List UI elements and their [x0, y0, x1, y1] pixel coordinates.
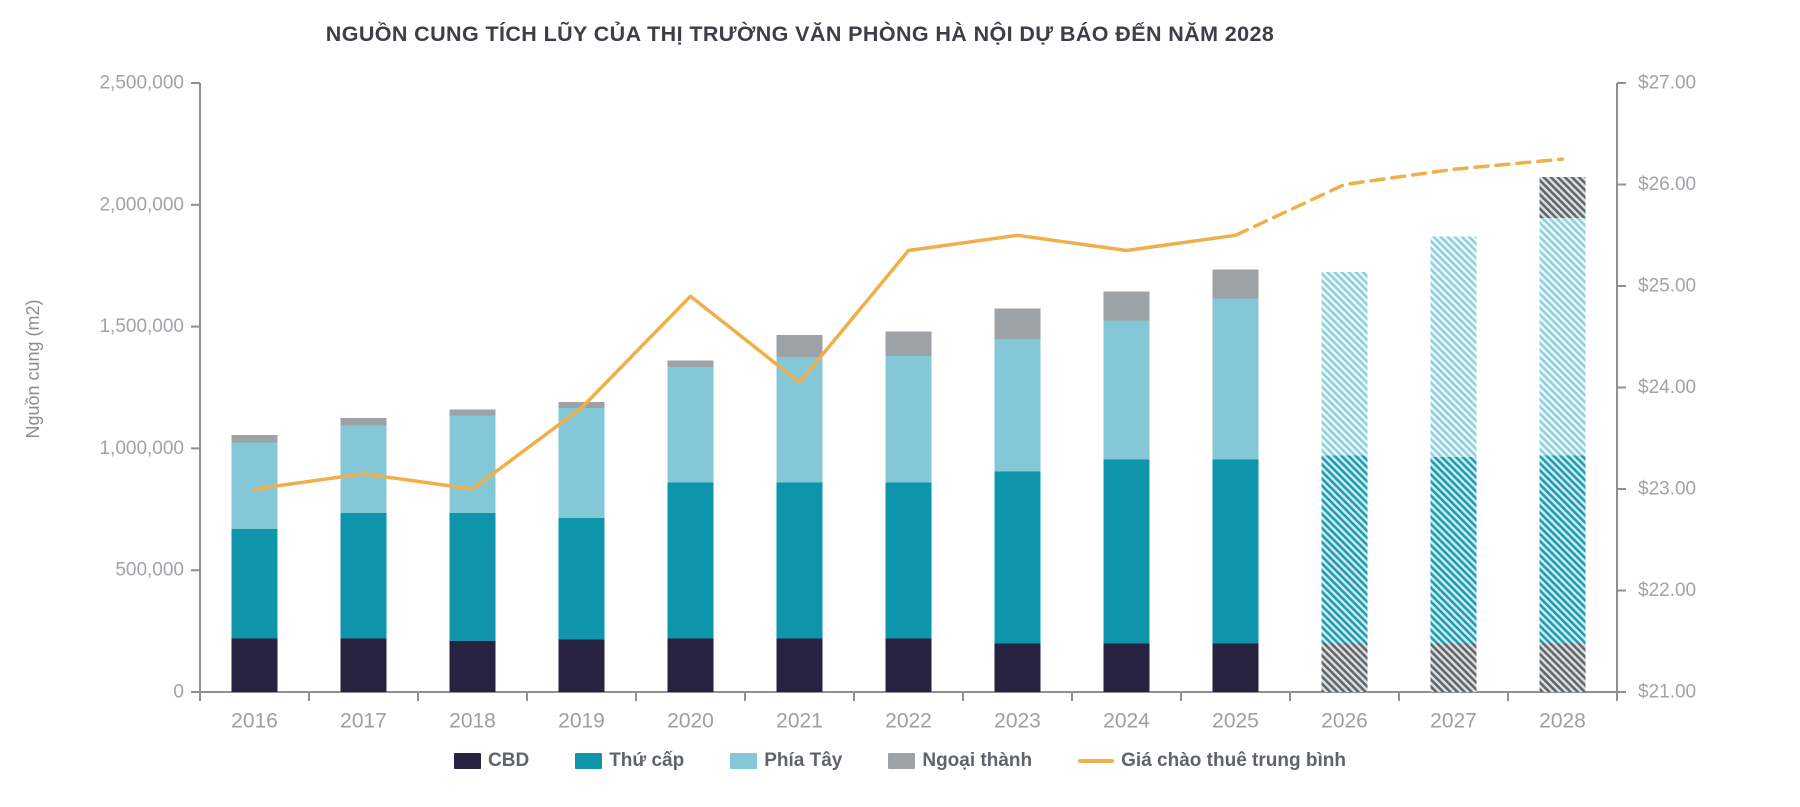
left-axis-tick-label: 2,500,000	[99, 73, 184, 94]
bar-2024-ngoai_thanh	[1103, 291, 1150, 321]
right-axis-tick-label: $21.00	[1638, 682, 1696, 703]
left-axis-tick-label: 0	[173, 682, 184, 703]
bar-2016-ngoai_thanh	[231, 435, 278, 443]
legend-item-cbd: CBD	[454, 750, 529, 772]
right-axis-tick-label: $25.00	[1638, 276, 1696, 297]
bar-2016-cbd	[231, 638, 278, 692]
bar-2018-ngoai_thanh	[449, 409, 496, 416]
legend-label: Ngoại thành	[922, 750, 1033, 771]
legend-label: Phía Tây	[764, 750, 843, 771]
right-axis-tick-label: $22.00	[1638, 580, 1696, 601]
bar-2016-thu_cap	[231, 528, 278, 639]
x-axis-year-label: 2016	[231, 710, 278, 733]
bar-2021-thu_cap	[776, 482, 823, 639]
bar-2026-cbd	[1321, 643, 1368, 692]
legend-line-swatch	[1078, 759, 1115, 763]
bar-2018-phia_tay	[449, 415, 496, 513]
bar-2028-phia_tay	[1539, 218, 1586, 456]
legend-swatch-thu_cap	[575, 753, 603, 769]
bar-2024-phia_tay	[1103, 320, 1150, 460]
rent-line-actual	[252, 233, 1238, 491]
x-axis-year-label: 2024	[1103, 710, 1150, 733]
legend-swatch-ngoai_thanh	[888, 753, 916, 769]
right-axis-tick-label: $27.00	[1638, 73, 1696, 94]
bar-2017-cbd	[340, 638, 387, 692]
bar-2028-cbd	[1539, 643, 1586, 692]
legend-item-thu_cap: Thứ cấp	[575, 750, 684, 772]
bar-2019-ngoai_thanh	[558, 402, 605, 409]
bar-2017-ngoai_thanh	[340, 417, 387, 426]
legend-item-ngoai_thanh: Ngoại thành	[888, 750, 1032, 772]
bar-2023-phia_tay	[994, 338, 1041, 472]
bar-2025-phia_tay	[1212, 298, 1259, 460]
bar-2022-ngoai_thanh	[885, 331, 932, 356]
right-axis-tick-label: $24.00	[1638, 377, 1696, 398]
x-axis-year-label: 2028	[1539, 710, 1586, 733]
x-axis-year-label: 2021	[776, 710, 823, 733]
bar-2025-ngoai_thanh	[1212, 269, 1259, 299]
bar-2019-cbd	[558, 639, 605, 692]
x-axis-year-label: 2023	[994, 710, 1041, 733]
right-axis-tick-label: $23.00	[1638, 479, 1696, 500]
bar-2025-thu_cap	[1212, 459, 1259, 644]
right-axis-tick-label: $26.00	[1638, 174, 1696, 195]
bar-2020-ngoai_thanh	[667, 360, 714, 367]
bar-2023-ngoai_thanh	[994, 308, 1041, 339]
bar-2020-phia_tay	[667, 366, 714, 483]
bar-2017-phia_tay	[340, 425, 387, 513]
left-axis-tick-label: 1,000,000	[99, 438, 184, 459]
bar-2018-thu_cap	[449, 512, 496, 641]
bar-2021-phia_tay	[776, 357, 823, 483]
legend-item-rent-line: Giá chào thuê trung bình	[1078, 750, 1346, 772]
legend-item-phia_tay: Phía Tây	[730, 750, 842, 772]
bar-2025-cbd	[1212, 643, 1259, 692]
bar-2024-cbd	[1103, 643, 1150, 692]
bar-2027-cbd	[1430, 643, 1477, 692]
legend-label: CBD	[488, 750, 530, 771]
x-axis-year-label: 2020	[667, 710, 714, 733]
chart-title: NGUỒN CUNG TÍCH LŨY CỦA THỊ TRƯỜNG VĂN P…	[325, 22, 1275, 46]
bar-2018-cbd	[449, 640, 496, 692]
x-axis-year-label: 2019	[558, 710, 605, 733]
bar-2028-ngoai_thanh	[1539, 176, 1586, 219]
bar-2026-phia_tay	[1321, 271, 1368, 456]
bar-2019-thu_cap	[558, 517, 605, 640]
bar-2020-cbd	[667, 638, 714, 692]
left-axis-tick-label: 2,000,000	[99, 194, 184, 215]
bar-2022-phia_tay	[885, 355, 932, 483]
x-axis-year-label: 2025	[1212, 710, 1259, 733]
x-axis-year-label: 2026	[1321, 710, 1368, 733]
bar-2027-phia_tay	[1430, 236, 1477, 457]
bar-2021-cbd	[776, 638, 823, 692]
x-axis-year-label: 2022	[885, 710, 932, 733]
bar-2019-phia_tay	[558, 408, 605, 518]
x-axis-year-label: 2027	[1430, 710, 1477, 733]
left-axis-tick-label: 1,500,000	[99, 316, 184, 337]
bar-2027-thu_cap	[1430, 456, 1477, 644]
bar-2026-thu_cap	[1321, 455, 1368, 644]
x-axis-year-label: 2018	[449, 710, 496, 733]
legend-label: Giá chào thuê trung bình	[1121, 750, 1346, 771]
left-axis-tick-label: 500,000	[115, 560, 184, 581]
bar-2022-thu_cap	[885, 482, 932, 639]
rent-line-forecast	[1233, 157, 1565, 238]
bar-2017-thu_cap	[340, 512, 387, 639]
bar-2024-thu_cap	[1103, 459, 1150, 644]
legend-swatch-phia_tay	[730, 753, 758, 769]
bar-2023-cbd	[994, 643, 1041, 692]
chart-legend: CBD Thứ cấp Phía Tây Ngoại thành Giá chào th…	[0, 750, 1800, 772]
legend-swatch-cbd	[454, 753, 482, 769]
bar-2021-ngoai_thanh	[776, 335, 823, 358]
bar-2028-thu_cap	[1539, 455, 1586, 644]
legend-label: Thứ cấp	[609, 750, 685, 771]
x-axis-year-label: 2017	[340, 710, 387, 733]
bar-2022-cbd	[885, 638, 932, 692]
bar-2020-thu_cap	[667, 482, 714, 639]
bar-2023-thu_cap	[994, 471, 1041, 644]
